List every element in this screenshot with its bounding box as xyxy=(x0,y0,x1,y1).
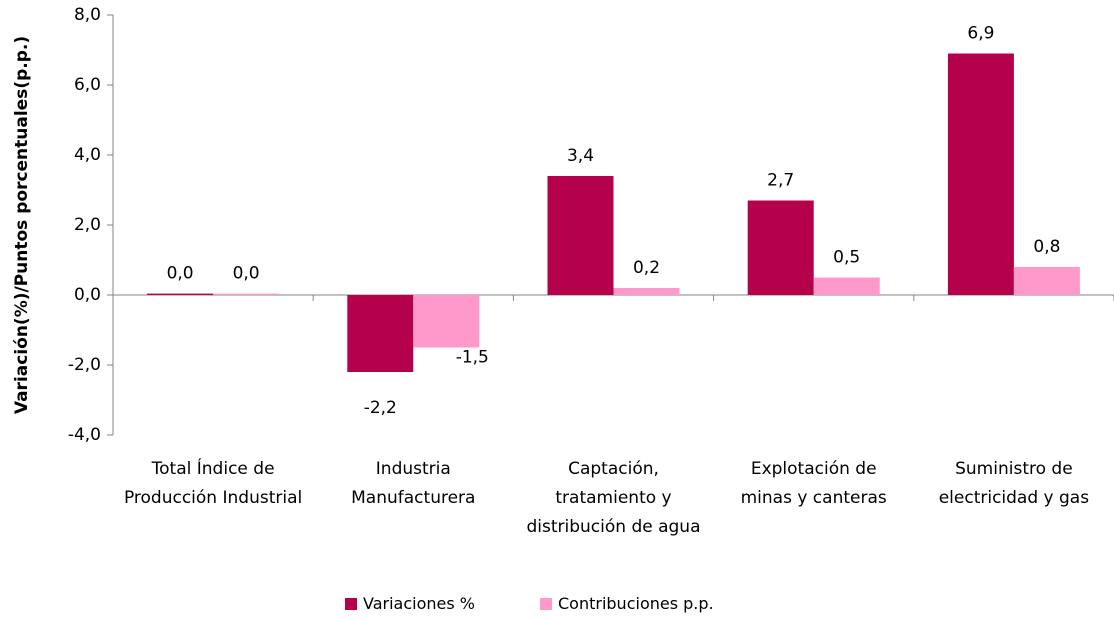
value-label: 0,0 xyxy=(233,264,260,284)
x-tick-label: Captación, tratamiento y distribución de… xyxy=(526,459,701,537)
value-label: -1,5 xyxy=(456,348,489,368)
legend-swatch xyxy=(345,597,357,610)
y-axis-title: Variación(%)/Puntos porcentuales(p.p.) xyxy=(12,36,32,414)
y-tick-label: 2,0 xyxy=(74,215,101,235)
y-tick-label: 0,0 xyxy=(74,285,101,305)
legend-swatch xyxy=(540,597,552,610)
x-tick-label: Suministro de electricidad y gas xyxy=(938,459,1090,508)
legend-label: Variaciones % xyxy=(363,594,475,613)
bar xyxy=(1013,267,1080,295)
value-label: 0,0 xyxy=(167,264,194,284)
y-tick-label: -4,0 xyxy=(68,425,101,445)
bar xyxy=(813,277,880,295)
legend-label: Contribuciones p.p. xyxy=(558,594,714,613)
bar xyxy=(947,53,1014,295)
x-tick-label: Explotación de minas y canteras xyxy=(740,459,887,508)
bar xyxy=(347,295,414,372)
y-tick-label: -2,0 xyxy=(68,355,101,375)
value-label: 6,9 xyxy=(967,24,994,44)
legend-item: Contribuciones p.p. xyxy=(540,594,714,613)
bar xyxy=(547,176,614,295)
x-tick-label: Total Índice de Producción Industrial xyxy=(123,459,303,508)
y-tick-label: 8,0 xyxy=(74,5,101,25)
value-label: 0,2 xyxy=(633,258,660,278)
bar xyxy=(147,293,214,295)
value-label: 0,5 xyxy=(833,248,860,268)
bar xyxy=(213,293,280,295)
bar xyxy=(613,288,680,295)
bar xyxy=(747,200,814,295)
value-label: -2,2 xyxy=(364,398,397,418)
x-tick-label: Industria Manufacturera xyxy=(351,459,476,508)
value-label: 2,7 xyxy=(767,171,794,191)
bar xyxy=(413,295,480,348)
value-label: 3,4 xyxy=(567,146,594,166)
y-tick-label: 6,0 xyxy=(74,75,101,95)
y-tick-label: 4,0 xyxy=(74,145,101,165)
value-label: 0,8 xyxy=(1033,237,1060,257)
legend-item: Variaciones % xyxy=(345,594,475,613)
